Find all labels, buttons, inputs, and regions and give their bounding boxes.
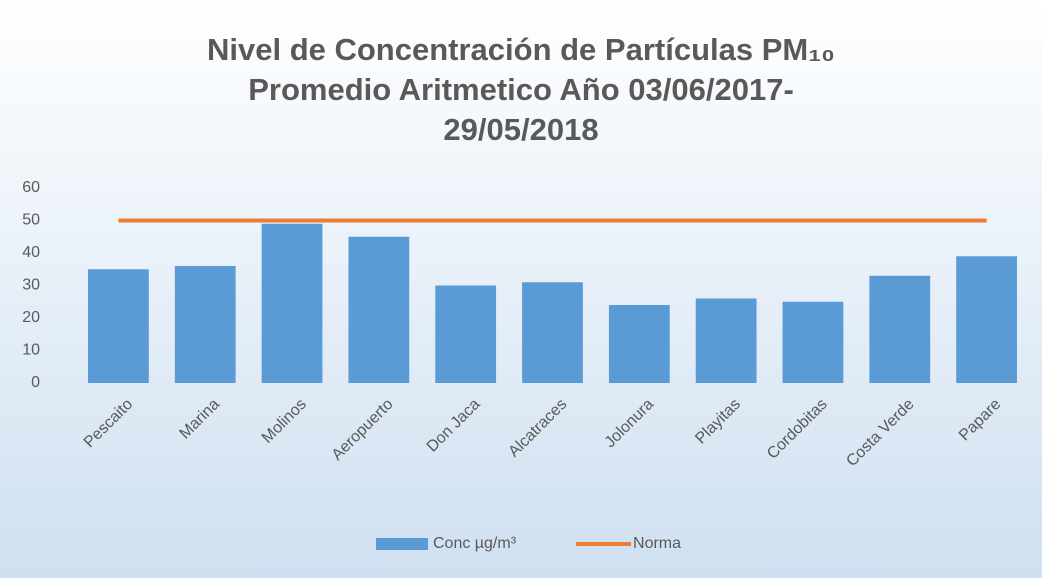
y-tick-label: 0 xyxy=(31,374,40,391)
bar xyxy=(782,301,844,383)
legend-label: Conc µg/m³ xyxy=(433,535,517,552)
x-tick-label: Aeropuerto xyxy=(329,396,397,464)
x-tick-label: Molinos xyxy=(259,396,310,447)
y-tick-label: 20 xyxy=(22,309,40,326)
x-tick-label: Cordobitas xyxy=(764,396,831,463)
bar xyxy=(88,269,149,383)
bar xyxy=(174,266,236,383)
bar xyxy=(348,236,410,383)
x-tick-label: Costa Verde xyxy=(843,396,917,470)
x-tick-label: Alcatraces xyxy=(505,396,570,461)
y-tick-label: 40 xyxy=(22,244,40,261)
bar xyxy=(608,305,670,383)
y-tick-label: 10 xyxy=(22,342,40,359)
bar xyxy=(522,282,583,383)
x-tick-label: Papare xyxy=(956,396,1005,445)
y-tick-label: 30 xyxy=(22,277,40,294)
bar xyxy=(261,223,323,383)
bar xyxy=(435,285,497,383)
legend-swatch xyxy=(376,538,428,550)
y-tick-label: 60 xyxy=(22,179,40,196)
legend-label: Norma xyxy=(633,535,681,552)
bar xyxy=(869,275,931,383)
x-tick-label: Jolonura xyxy=(602,396,658,452)
x-tick-label: Playitas xyxy=(692,396,744,448)
x-tick-label: Don Jaca xyxy=(424,396,484,456)
x-tick-label: Pescaito xyxy=(81,396,136,451)
chart-title: Nivel de Concentración de Partículas PM₁… xyxy=(206,32,836,147)
bar xyxy=(695,298,757,383)
bar xyxy=(956,256,1017,383)
y-tick-label: 50 xyxy=(22,212,40,229)
x-tick-label: Marina xyxy=(176,396,223,443)
